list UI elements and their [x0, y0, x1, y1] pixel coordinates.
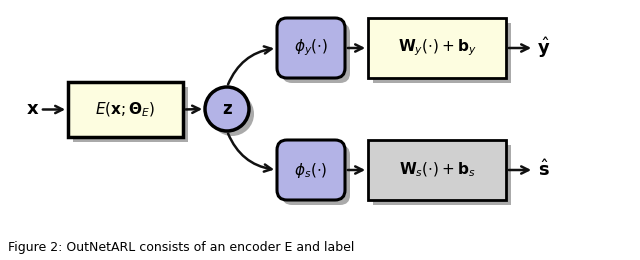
FancyBboxPatch shape — [277, 18, 345, 78]
FancyBboxPatch shape — [277, 140, 345, 200]
Text: $E(\mathbf{x};\boldsymbol{\Theta}_E)$: $E(\mathbf{x};\boldsymbol{\Theta}_E)$ — [95, 100, 156, 119]
Text: $\hat{\mathbf{y}}$: $\hat{\mathbf{y}}$ — [538, 36, 550, 60]
Bar — [73, 87, 188, 142]
Text: $\mathbf{z}$: $\mathbf{z}$ — [221, 100, 232, 118]
Text: $\phi_y(\cdot)$: $\phi_y(\cdot)$ — [294, 38, 328, 58]
Text: $\mathbf{W}_s(\cdot)+\mathbf{b}_s$: $\mathbf{W}_s(\cdot)+\mathbf{b}_s$ — [399, 161, 476, 179]
Text: $\mathbf{x}$: $\mathbf{x}$ — [26, 101, 40, 119]
Text: $\phi_s(\cdot)$: $\phi_s(\cdot)$ — [294, 160, 328, 179]
Bar — [68, 82, 183, 137]
Bar — [373, 23, 511, 83]
Bar — [368, 18, 506, 78]
Text: $\mathbf{W}_y(\cdot)+\mathbf{b}_y$: $\mathbf{W}_y(\cdot)+\mathbf{b}_y$ — [397, 38, 476, 58]
Text: $\hat{\mathbf{s}}$: $\hat{\mathbf{s}}$ — [538, 160, 550, 180]
Bar — [373, 145, 511, 205]
Ellipse shape — [210, 92, 254, 136]
Ellipse shape — [205, 87, 249, 131]
FancyBboxPatch shape — [282, 23, 350, 83]
FancyBboxPatch shape — [282, 145, 350, 205]
Bar — [368, 140, 506, 200]
Text: Figure 2: OutNetARL consists of an encoder E and label: Figure 2: OutNetARL consists of an encod… — [8, 242, 355, 255]
